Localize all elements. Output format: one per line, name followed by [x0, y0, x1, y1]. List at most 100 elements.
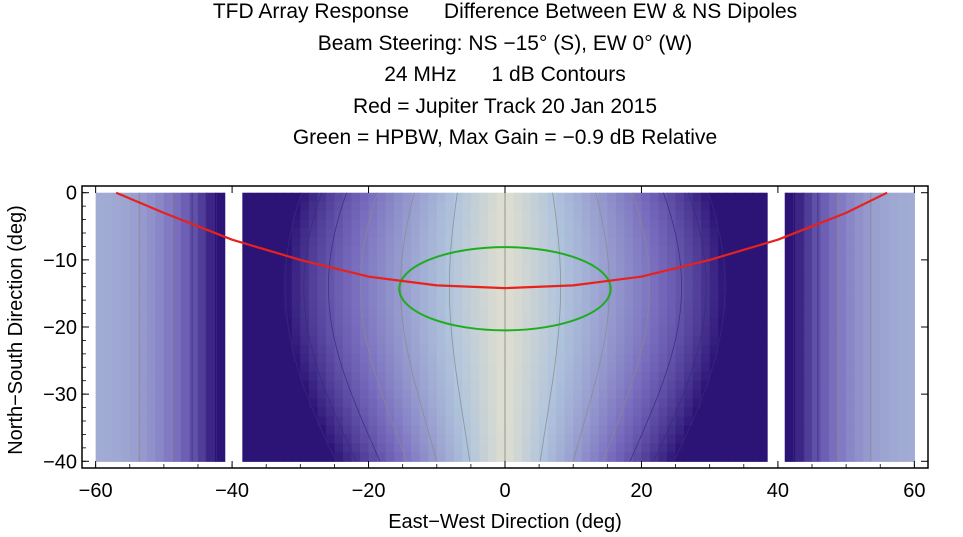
- contour-cell: [812, 318, 822, 328]
- contour-cell: [146, 452, 156, 462]
- contour-cell: [846, 344, 856, 355]
- contour-cell: [854, 282, 864, 292]
- contour-cell: [786, 434, 796, 444]
- contour-cell: [539, 353, 549, 364]
- contour-cell: [573, 371, 583, 382]
- contour-cell: [436, 273, 446, 283]
- contour-cell: [377, 344, 387, 355]
- contour-cell: [752, 416, 762, 427]
- contour-cell: [624, 318, 634, 328]
- contour-cell: [513, 309, 523, 319]
- contour-cell: [794, 318, 805, 328]
- contour-cell: [394, 416, 404, 427]
- contour-cell: [411, 264, 421, 274]
- contour-cell: [897, 264, 907, 274]
- contour-cell: [240, 344, 250, 355]
- contour-cell: [496, 398, 506, 409]
- contour-cell: [317, 291, 327, 301]
- contour-cell: [513, 407, 523, 418]
- contour-cell: [496, 416, 506, 427]
- contour-cell: [180, 210, 191, 221]
- contour-cell: [564, 291, 574, 301]
- contour-cell: [428, 282, 438, 292]
- contour-cell: [803, 201, 813, 212]
- contour-cell: [709, 344, 719, 355]
- contour-cell: [325, 291, 336, 301]
- contour-cell: [402, 255, 412, 265]
- contour-cell: [266, 362, 276, 373]
- contour-cell: [829, 210, 839, 221]
- contour-cell: [317, 246, 327, 256]
- contour-cell: [624, 219, 634, 230]
- contour-cell: [505, 398, 515, 409]
- contour-cell: [667, 443, 677, 453]
- contour-cell: [317, 362, 327, 373]
- contour-cell: [317, 389, 327, 400]
- contour-cell: [684, 362, 694, 373]
- contour-cell: [803, 398, 813, 409]
- contour-cell: [880, 371, 890, 382]
- contour-cell: [266, 425, 276, 436]
- contour-cell: [718, 264, 728, 274]
- contour-cell: [692, 344, 702, 355]
- contour-cell: [863, 318, 873, 328]
- contour-cell: [684, 291, 694, 301]
- contour-cell: [854, 335, 864, 346]
- contour-cell: [752, 327, 762, 337]
- contour-cell: [428, 407, 438, 418]
- contour-cell: [317, 371, 327, 382]
- contour-cell: [172, 291, 182, 301]
- contour-cell: [257, 282, 267, 292]
- contour-cell: [556, 237, 566, 248]
- contour-cell: [138, 344, 148, 355]
- contour-cell: [146, 210, 156, 221]
- contour-cell: [837, 452, 847, 462]
- contour-cell: [274, 309, 284, 319]
- contour-cell: [675, 273, 685, 283]
- contour-cell: [172, 371, 182, 382]
- contour-cell: [735, 273, 745, 283]
- contour-cell: [445, 389, 455, 400]
- contour-cell: [325, 318, 336, 328]
- contour-cell: [598, 264, 608, 274]
- contour-cell: [180, 335, 191, 346]
- contour-cell: [573, 398, 583, 409]
- contour-cell: [692, 407, 702, 418]
- contour-cell: [888, 273, 898, 283]
- contour-cell: [300, 291, 310, 301]
- contour-cell: [470, 389, 481, 400]
- contour-cell: [163, 291, 173, 301]
- contour-cell: [197, 425, 208, 436]
- contour-cell: [95, 335, 105, 346]
- contour-cell: [692, 282, 702, 292]
- contour-cell: [317, 282, 327, 292]
- contour-cell: [487, 273, 498, 283]
- contour-cell: [240, 273, 250, 283]
- contour-cell: [402, 425, 412, 436]
- contour-cell: [172, 416, 182, 427]
- contour-cell: [487, 327, 498, 337]
- contour-cell: [112, 264, 122, 274]
- contour-cell: [411, 425, 421, 436]
- contour-cell: [905, 407, 915, 418]
- contour-cell: [556, 309, 566, 319]
- contour-cell: [300, 228, 310, 239]
- contour-cell: [701, 353, 711, 364]
- contour-cell: [530, 380, 540, 391]
- contour-cell: [803, 380, 813, 391]
- contour-cell: [684, 273, 694, 283]
- contour-cell: [786, 246, 796, 256]
- contour-cell: [197, 264, 208, 274]
- contour-cell: [487, 443, 498, 453]
- contour-cell: [829, 434, 839, 444]
- contour-cell: [547, 398, 557, 409]
- contour-cell: [760, 353, 770, 364]
- contour-cell: [155, 398, 165, 409]
- contour-cell: [146, 434, 156, 444]
- contour-cell: [530, 371, 540, 382]
- contour-cell: [377, 434, 387, 444]
- contour-cell: [505, 452, 515, 462]
- contour-cell: [257, 389, 267, 400]
- contour-cell: [530, 407, 540, 418]
- contour-cell: [837, 443, 847, 453]
